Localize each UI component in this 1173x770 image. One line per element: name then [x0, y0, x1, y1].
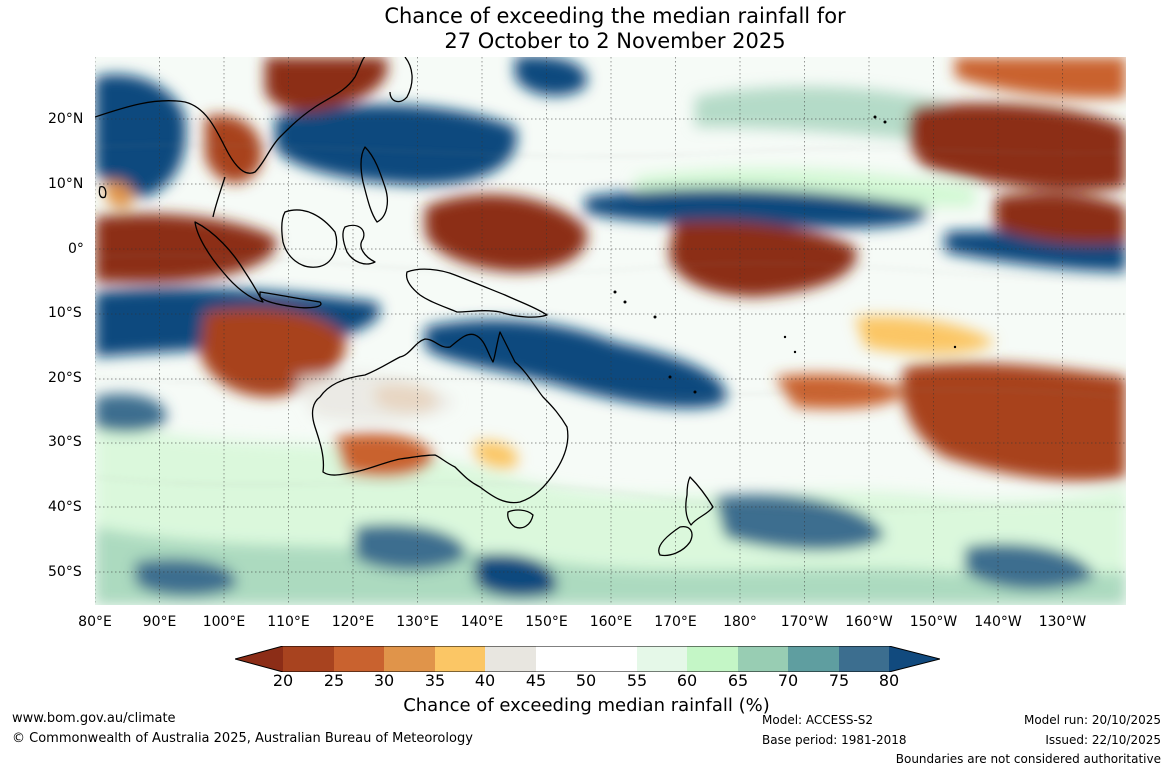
colorbar-title: Chance of exceeding median rainfall (%)	[403, 695, 770, 716]
java-coastline	[259, 291, 322, 309]
colorbar-tick: 50	[575, 671, 597, 690]
lon-label-100e: 100°E	[202, 614, 246, 630]
colorbar-segment	[586, 646, 637, 672]
issued-text: Issued: 22/10/2025	[1045, 733, 1161, 747]
colorbar-tick: 20	[272, 671, 294, 690]
lon-label-170e: 170°E	[654, 614, 697, 630]
lat-label-20s: 20°S	[48, 370, 82, 386]
lon-label-150w: 150°W	[909, 614, 958, 630]
colorbar-tick: 40	[474, 671, 496, 690]
colorbar-segment	[738, 646, 788, 672]
colorbar-tick: 25	[323, 671, 345, 690]
website-link[interactable]: www.bom.gov.au/climate	[12, 711, 176, 726]
colorbar-segment	[687, 646, 738, 672]
lon-label-130w: 130°W	[1038, 614, 1087, 630]
sulawesi-coastline	[342, 224, 376, 265]
colorbar-segment	[839, 646, 889, 672]
lat-label-10n: 10°N	[48, 176, 84, 192]
new-guinea-coastline	[405, 268, 548, 318]
map-canvas	[95, 57, 1126, 605]
coastlines	[95, 57, 714, 557]
title-line-1: Chance of exceeding the median rainfall …	[384, 4, 846, 28]
colorbar-tick: 55	[626, 671, 648, 690]
map-title: Chance of exceeding the median rainfall …	[0, 4, 1173, 54]
colorbar-tick: 30	[373, 671, 395, 690]
colorbar-segment	[889, 646, 940, 672]
lat-label-equator: 0°	[68, 241, 84, 257]
copyright-text: © Commonwealth of Australia 2025, Austra…	[12, 731, 473, 746]
colorbar-segment	[235, 646, 283, 672]
colorbar-tick: 70	[777, 671, 799, 690]
borneo-coastline	[281, 209, 338, 268]
model-run-text: Model run: 20/10/2025	[1023, 713, 1161, 727]
lon-label-170w: 170°W	[780, 614, 829, 630]
rainfall-probability-map	[95, 57, 1126, 605]
philippines-coastline	[360, 146, 388, 223]
pacific-islands	[613, 115, 957, 394]
lat-label-40s: 40°S	[48, 499, 82, 515]
lon-label-90e: 90°E	[142, 614, 177, 630]
colorbar-segment	[536, 646, 586, 672]
lon-label-180: 180°	[723, 614, 757, 630]
lon-label-140e: 140°E	[460, 614, 504, 630]
tasmania-coastline	[507, 509, 534, 529]
colorbar-segment	[384, 646, 435, 672]
lon-label-120e: 120°E	[331, 614, 375, 630]
contour-lines	[95, 144, 1126, 512]
lon-label-140w: 140°W	[974, 614, 1022, 630]
colorbar-tick: 45	[525, 671, 547, 690]
colorbar-segment	[788, 646, 839, 672]
lat-label-50s: 50°S	[48, 564, 82, 580]
graticule	[95, 57, 1126, 605]
colorbar-segment	[435, 646, 485, 672]
colorbar-segment	[637, 646, 687, 672]
colorbar-segment	[485, 646, 536, 672]
lon-label-80e: 80°E	[78, 614, 112, 630]
australia-coastline	[311, 331, 569, 504]
new-zealand-south-coastline	[658, 526, 693, 557]
base-period-text: Base period: 1981-2018	[762, 733, 907, 747]
colorbar-segment	[283, 646, 334, 672]
lon-label-150e: 150°E	[525, 614, 568, 630]
lat-label-10s: 10°S	[48, 305, 82, 321]
lat-label-20n: 20°N	[48, 111, 84, 127]
sumatra-coastline	[194, 221, 264, 303]
colorbar-tick: 75	[828, 671, 850, 690]
title-line-2: 27 October to 2 November 2025	[444, 29, 786, 53]
lon-label-110e: 110°E	[267, 614, 310, 630]
disclaimer-text: Boundaries are not considered authoritat…	[895, 752, 1161, 766]
lon-label-160e: 160°E	[589, 614, 633, 630]
japan-coastline	[389, 57, 413, 103]
colorbar-tick: 60	[676, 671, 698, 690]
lon-label-160w: 160°W	[845, 614, 893, 630]
new-zealand-north-coastline	[685, 476, 714, 526]
colorbar	[235, 646, 940, 672]
model-text: Model: ACCESS-S2	[762, 713, 874, 727]
mainland-asia-coastline	[95, 57, 366, 218]
colorbar-segment	[334, 646, 384, 672]
colorbar-tick: 35	[424, 671, 446, 690]
lon-label-130e: 130°E	[396, 614, 439, 630]
sri-lanka-coastline	[98, 186, 107, 199]
lat-label-30s: 30°S	[48, 434, 82, 450]
colorbar-tick: 80	[878, 671, 900, 690]
colorbar-tick: 65	[727, 671, 749, 690]
